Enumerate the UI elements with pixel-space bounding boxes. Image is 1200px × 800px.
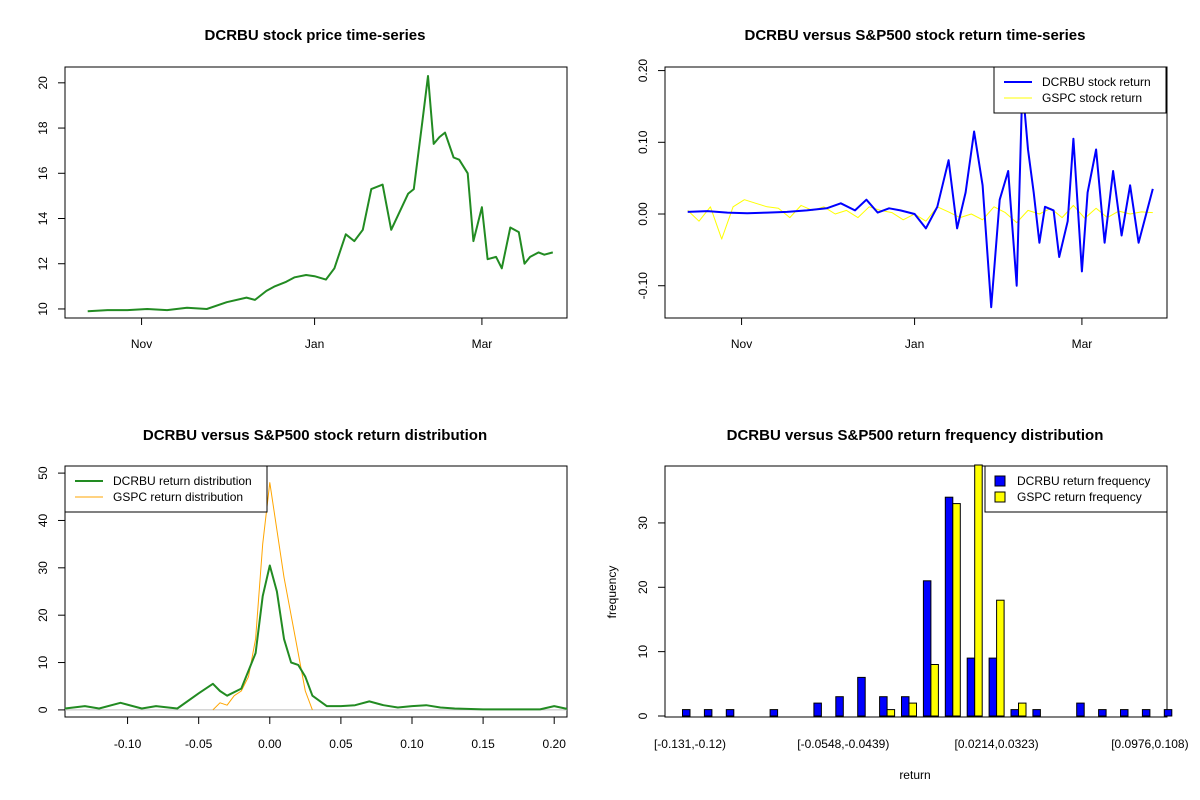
y-tick-label: 0.20	[636, 59, 650, 83]
plot-frame	[64, 465, 568, 718]
x-tick-label: Mar	[472, 337, 493, 351]
dcrbu-frequency-bar	[901, 696, 910, 717]
dcrbu-density-line	[64, 564, 568, 711]
y-tick-label: 20	[36, 608, 50, 622]
dcrbu-frequency-bar	[835, 696, 844, 717]
dcrbu-frequency-bar	[1163, 709, 1173, 717]
gspc-frequency-bar	[930, 664, 939, 717]
x-axis-label: return	[899, 768, 930, 782]
dcrbu-frequency-bar	[725, 709, 735, 717]
y-tick-label: 0	[36, 706, 50, 713]
legend-label: GSPC stock return	[1042, 91, 1142, 105]
chart-title: DCRBU versus S&P500 stock return time-se…	[745, 27, 1086, 44]
plot-frame	[664, 66, 1168, 319]
dcrbu-frequency-bar	[1032, 709, 1041, 717]
y-tick-label: 30	[36, 561, 50, 575]
x-tick-label: 0.15	[471, 737, 495, 751]
x-tick-label: [0.0214,0.0323)	[955, 737, 1039, 751]
x-tick-label: Jan	[905, 337, 924, 351]
x-tick-label: 0.20	[543, 737, 567, 751]
x-tick-label: [-0.131,-0.12)	[654, 737, 726, 751]
y-tick-label: 30	[636, 516, 650, 530]
y-tick-label: 0.00	[636, 202, 650, 226]
dcrbu-frequency-bar	[988, 657, 998, 717]
x-tick-label: -0.05	[185, 737, 213, 751]
x-tick-label: [0.0976,0.108)	[1111, 737, 1188, 751]
x-tick-label: 0.10	[400, 737, 424, 751]
x-tick-label: 0.00	[258, 737, 282, 751]
dcrbu-frequency-bar	[879, 696, 888, 717]
y-tick-label: 10	[36, 302, 50, 316]
gspc-frequency-bar	[886, 709, 896, 717]
y-tick-label: 50	[36, 466, 50, 480]
plot-frame	[664, 465, 1168, 718]
dcrbu-frequency-bar	[1120, 709, 1129, 717]
gspc-frequency-bar	[1018, 702, 1027, 717]
y-tick-label: 10	[636, 645, 650, 659]
gspc-density-line	[212, 482, 313, 711]
y-tick-label: 0	[636, 712, 650, 719]
chart-title: DCRBU versus S&P500 stock return distrib…	[143, 427, 487, 444]
dcrbu-frequency-bar	[944, 496, 954, 717]
dcrbu-frequency-bar	[703, 709, 713, 717]
y-tick-label: 20	[36, 76, 50, 90]
x-tick-label: Nov	[131, 337, 152, 351]
dcrbu-frequency-bar	[682, 709, 691, 717]
dcrbu-frequency-bar	[813, 702, 822, 717]
y-tick-label: 14	[36, 212, 50, 226]
legend-label: DCRBU return frequency	[1017, 474, 1150, 488]
y-tick-label: 16	[36, 166, 50, 180]
x-tick-label: Jan	[305, 337, 324, 351]
dcrbu-frequency-bar	[1076, 702, 1085, 717]
gspc-frequency-bar	[908, 702, 917, 717]
x-tick-label: 0.05	[329, 737, 353, 751]
legend-label: DCRBU return distribution	[113, 474, 252, 488]
chart-title: DCRBU stock price time-series	[205, 27, 426, 44]
dcrbu-return-line	[687, 83, 1154, 309]
gspc-return-line	[687, 199, 1153, 240]
dcrbu-frequency-bar	[1141, 709, 1151, 717]
dcrbu-frequency-bar	[1098, 709, 1107, 717]
dcrbu-frequency-bar	[1010, 709, 1019, 717]
legend-swatch	[994, 491, 1006, 503]
price-line	[87, 75, 554, 313]
y-tick-label: 18	[36, 121, 50, 135]
x-tick-label: Mar	[1072, 337, 1093, 351]
y-tick-label: -0.10	[636, 272, 650, 300]
gspc-frequency-bar	[996, 599, 1005, 717]
legend-label: GSPC return distribution	[113, 490, 243, 504]
legend-label: DCRBU stock return	[1042, 75, 1151, 89]
x-tick-label: [-0.0548,-0.0439)	[797, 737, 889, 751]
legend-box	[993, 66, 1167, 114]
dcrbu-frequency-bar	[922, 580, 932, 717]
legend-swatch	[994, 475, 1006, 487]
dcrbu-frequency-bar	[769, 709, 779, 717]
y-tick-label: 20	[636, 580, 650, 594]
dcrbu-frequency-bar	[966, 657, 976, 717]
chart-title: DCRBU versus S&P500 return frequency dis…	[727, 427, 1104, 444]
x-tick-label: -0.10	[114, 737, 142, 751]
legend-box	[64, 465, 268, 513]
y-tick-label: 10	[36, 656, 50, 670]
dcrbu-frequency-bar	[857, 676, 866, 717]
plot-frame	[64, 66, 568, 319]
legend-label: GSPC return frequency	[1017, 490, 1142, 504]
y-axis-label: frequency	[605, 566, 619, 619]
x-tick-label: Nov	[731, 337, 752, 351]
y-tick-label: 40	[36, 513, 50, 527]
y-tick-label: 0.10	[636, 130, 650, 154]
y-tick-label: 12	[36, 257, 50, 271]
legend-box	[984, 465, 1168, 513]
gspc-frequency-bar	[952, 503, 961, 717]
gspc-frequency-bar	[974, 464, 983, 717]
